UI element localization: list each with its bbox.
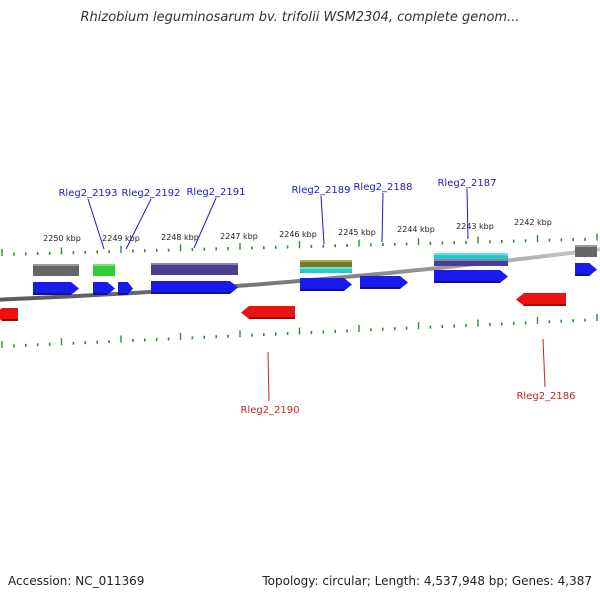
accession-label: Accession: NC_011369 xyxy=(8,574,145,588)
gene-label[interactable]: Rleg2_2191 xyxy=(186,187,245,198)
gene-label[interactable]: Rleg2_2186 xyxy=(516,391,575,402)
feature-block[interactable] xyxy=(300,260,352,267)
feature-highlight xyxy=(575,245,597,247)
gene-label[interactable]: Rleg2_2192 xyxy=(121,188,180,199)
gene-label[interactable]: Rleg2_2193 xyxy=(58,188,117,199)
forward-cds-arrow[interactable] xyxy=(360,276,408,289)
reverse-cds-arrow[interactable] xyxy=(241,306,295,319)
forward-cds-arrow[interactable] xyxy=(118,282,133,295)
feature-block[interactable] xyxy=(93,264,115,276)
reverse-cds-arrow[interactable] xyxy=(0,308,18,321)
map-title: Rhizobium leguminosarum bv. trifolii WSM… xyxy=(80,10,520,25)
gene-leader-line xyxy=(320,195,325,245)
feature-block[interactable] xyxy=(151,263,238,275)
inner-tick-ring xyxy=(1,314,598,348)
forward-cds-arrow[interactable] xyxy=(33,282,79,295)
feature-highlight xyxy=(300,267,352,269)
feature-block[interactable] xyxy=(33,264,79,276)
gene-leader-line xyxy=(125,198,152,250)
feature-block[interactable] xyxy=(300,267,352,273)
gene-label[interactable]: Rleg2_2190 xyxy=(240,405,299,416)
gene-labels: Rleg2_2193 Rleg2_2192 Rleg2_2191 Rleg2_2189… xyxy=(58,178,575,416)
feature-highlight xyxy=(151,263,238,265)
feature-block[interactable] xyxy=(434,259,508,266)
gene-leader-line xyxy=(466,188,469,240)
cds-track xyxy=(0,263,597,321)
feature-highlight xyxy=(33,264,79,266)
kbp-label: 2245 kbp xyxy=(338,228,376,237)
gene-label[interactable]: Rleg2_2189 xyxy=(291,185,350,196)
kbp-label: 2250 kbp xyxy=(43,234,81,243)
feature-highlight xyxy=(434,253,508,255)
forward-cds-arrow[interactable] xyxy=(300,278,352,291)
gene-leader-line xyxy=(87,198,105,250)
feature-block[interactable] xyxy=(575,245,597,257)
kbp-label: 2243 kbp xyxy=(456,222,494,231)
genome-stats: Topology: circular; Length: 4,537,948 bp… xyxy=(262,574,592,588)
gene-leader-line xyxy=(542,338,546,388)
forward-cds-arrow[interactable] xyxy=(434,270,508,283)
kbp-labels: 2250 kbp 2249 kbp 2248 kbp 2247 kbp 2246 kbp… xyxy=(43,218,552,243)
forward-cds-arrow[interactable] xyxy=(575,263,597,276)
genome-backbone xyxy=(0,247,600,302)
feature-highlight xyxy=(300,260,352,262)
forward-cds-arrow[interactable] xyxy=(93,282,115,295)
kbp-label: 2249 kbp xyxy=(102,234,140,243)
feature-block[interactable] xyxy=(434,253,508,259)
feature-track xyxy=(33,245,597,276)
gene-leader-line xyxy=(193,197,217,249)
reverse-cds-arrow[interactable] xyxy=(516,293,566,306)
forward-cds-arrow[interactable] xyxy=(151,281,238,294)
kbp-label: 2242 kbp xyxy=(514,218,552,227)
feature-highlight xyxy=(434,259,508,261)
kbp-label: 2248 kbp xyxy=(161,233,199,242)
gene-label[interactable]: Rleg2_2187 xyxy=(437,178,496,189)
kbp-label: 2247 kbp xyxy=(220,232,258,241)
gene-leader-line xyxy=(267,351,270,402)
outer-tick-ring xyxy=(1,233,598,256)
kbp-label: 2246 kbp xyxy=(279,230,317,239)
feature-highlight xyxy=(93,264,115,266)
gene-leader-line xyxy=(381,192,384,243)
kbp-label: 2244 kbp xyxy=(397,225,435,234)
gene-label[interactable]: Rleg2_2188 xyxy=(353,182,412,193)
